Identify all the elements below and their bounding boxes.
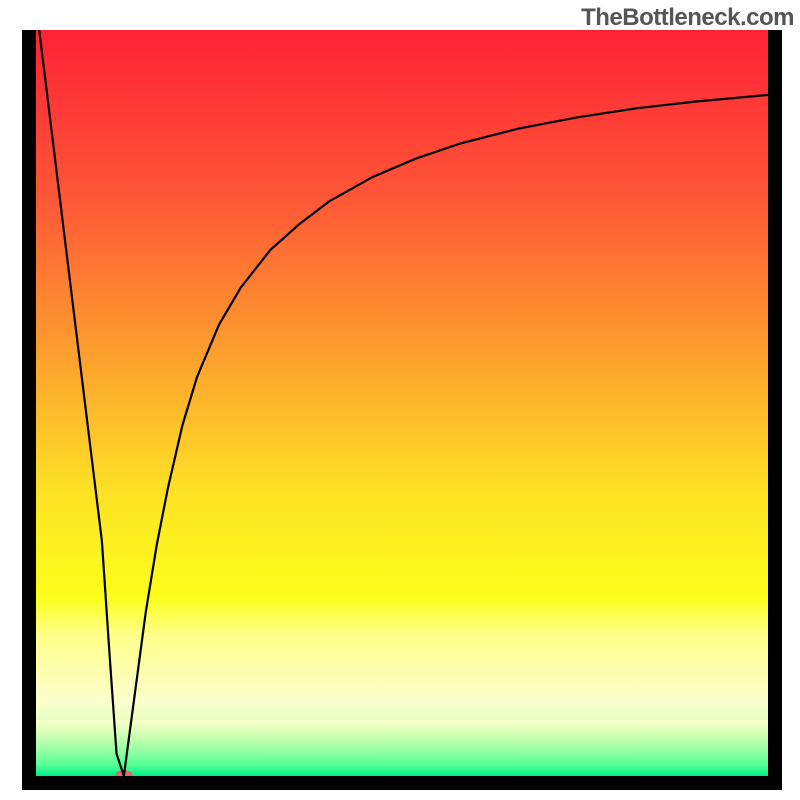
bottleneck-chart: TheBottleneck.com (0, 0, 800, 800)
plot-border (22, 30, 782, 790)
plot-area (36, 30, 768, 776)
bottleneck-curve (36, 30, 768, 776)
watermark-text: TheBottleneck.com (581, 4, 794, 32)
curve-path (36, 30, 768, 776)
